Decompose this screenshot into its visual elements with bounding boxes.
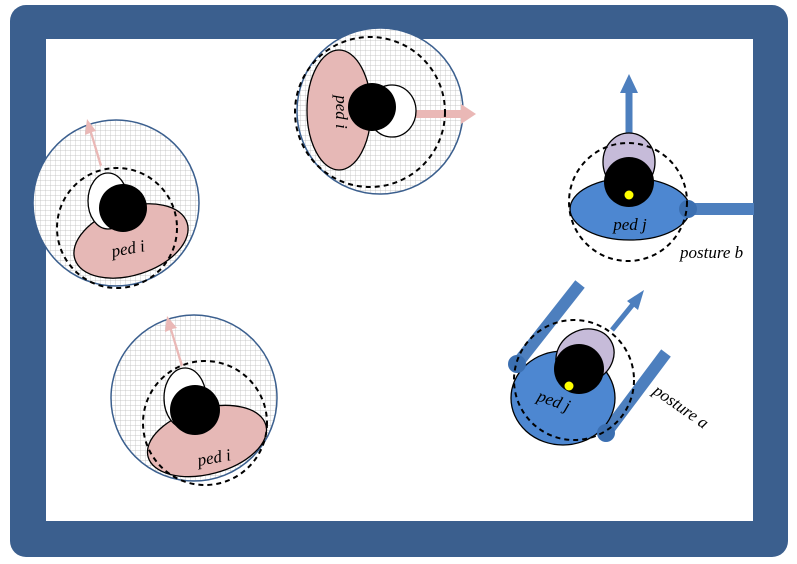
ped-i-left-arrow bbox=[85, 119, 102, 167]
ped-j-b-marker bbox=[624, 190, 634, 200]
ped-j-a-arrow-shaft bbox=[610, 301, 636, 332]
ped-i-bottom-arrow bbox=[165, 316, 183, 367]
ped-i-bottom-personal-space bbox=[142, 360, 268, 486]
ped-i-left: ped i bbox=[32, 119, 200, 289]
ped-i-top-head bbox=[348, 83, 396, 131]
ped-j-b-arrow-head bbox=[620, 74, 638, 93]
ped-i-bottom-head bbox=[170, 385, 220, 435]
ped-j-b-joint bbox=[679, 200, 697, 218]
ped-j-posture-a: ped j posture a bbox=[508, 280, 712, 446]
ped-j-b-personal-space bbox=[568, 142, 688, 262]
ped-j-a-marker bbox=[564, 381, 574, 391]
ped-i-top-personal-space bbox=[294, 36, 446, 188]
ped-j-a-arm-right bbox=[601, 349, 671, 437]
ped-j-a-arrow-head bbox=[627, 290, 644, 310]
ped-j-b-head bbox=[604, 157, 654, 207]
ped-j-a-joint-left bbox=[508, 355, 526, 373]
ped-i-bottom: ped i bbox=[110, 314, 278, 486]
ped-j-a-head bbox=[554, 344, 604, 394]
ped-i-top-label: ped i bbox=[332, 94, 351, 129]
ped-j-posture-b: ped j posture b bbox=[568, 74, 754, 262]
ped-j-a-personal-space bbox=[513, 319, 635, 441]
ped-j-b-posture-label: posture b bbox=[679, 243, 743, 262]
ped-i-left-head bbox=[99, 184, 147, 232]
ped-i-top: ped i bbox=[294, 27, 476, 195]
ped-j-a-joint-right bbox=[597, 424, 615, 442]
ped-j-a-arm-left bbox=[512, 280, 585, 368]
ped-i-left-personal-space bbox=[56, 167, 178, 289]
ped-j-b-label: ped j bbox=[612, 215, 647, 234]
ped-j-b-arm bbox=[686, 203, 754, 215]
